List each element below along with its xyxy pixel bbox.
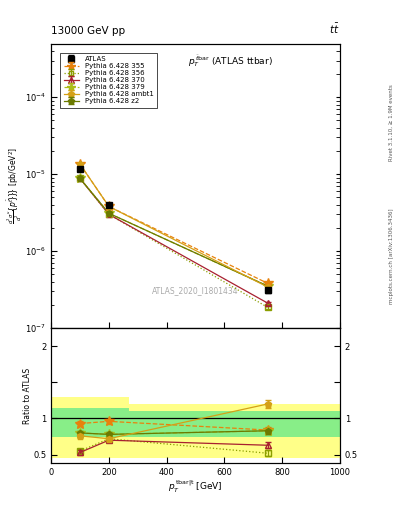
- Y-axis label: Ratio to ATLAS: Ratio to ATLAS: [23, 368, 32, 424]
- Text: Rivet 3.1.10, ≥ 1.9M events: Rivet 3.1.10, ≥ 1.9M events: [389, 84, 393, 161]
- Text: mcplots.cern.ch [arXiv:1306.3436]: mcplots.cern.ch [arXiv:1306.3436]: [389, 208, 393, 304]
- X-axis label: $p^{\,\mathrm{tbar|t}}_T$ [GeV]: $p^{\,\mathrm{tbar|t}}_T$ [GeV]: [168, 479, 223, 495]
- Text: ATLAS_2020_I1801434: ATLAS_2020_I1801434: [152, 286, 239, 295]
- Legend: ATLAS, Pythia 6.428 355, Pythia 6.428 356, Pythia 6.428 370, Pythia 6.428 379, P: ATLAS, Pythia 6.428 355, Pythia 6.428 35…: [61, 53, 157, 108]
- Y-axis label: $\frac{d^2\sigma^u}{d^2}\!\{p^{\bar{t}}\!\}\!\}\!\}$ [pb/GeV$^2$]: $\frac{d^2\sigma^u}{d^2}\!\{p^{\bar{t}}\…: [6, 147, 24, 224]
- Text: $t\bar{t}$: $t\bar{t}$: [329, 22, 340, 36]
- Text: $p_T^{\,\tilde{t}\mathrm{bar}}$ (ATLAS ttbar): $p_T^{\,\tilde{t}\mathrm{bar}}$ (ATLAS t…: [188, 52, 273, 69]
- Text: 13000 GeV pp: 13000 GeV pp: [51, 26, 125, 36]
